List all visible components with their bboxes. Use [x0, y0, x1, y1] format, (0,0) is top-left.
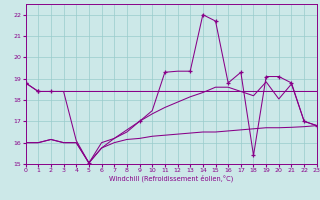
X-axis label: Windchill (Refroidissement éolien,°C): Windchill (Refroidissement éolien,°C): [109, 175, 233, 182]
